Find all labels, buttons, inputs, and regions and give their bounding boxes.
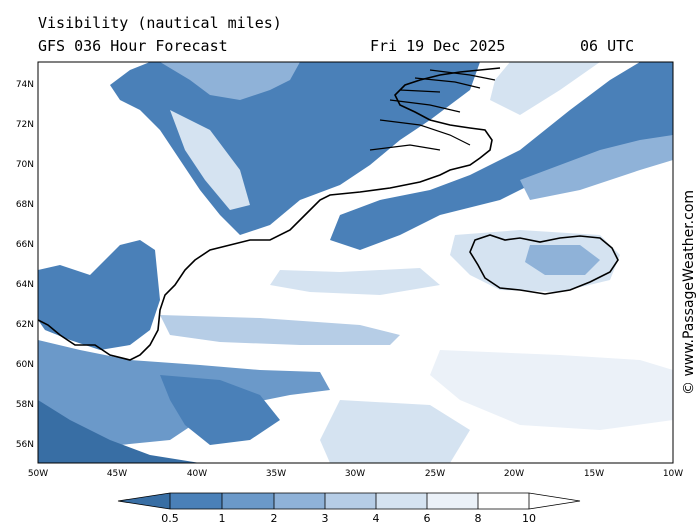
lat-tick-label: 64N <box>16 280 34 290</box>
lon-tick-label: 15W <box>584 469 604 479</box>
lat-tick-label: 60N <box>16 360 34 370</box>
medium-patch-iceland <box>525 245 600 275</box>
forecast-label: GFS 036 Hour Forecast <box>38 37 228 55</box>
visibility-fields <box>38 62 673 463</box>
legend-swatch <box>325 493 376 509</box>
legend-label: 8 <box>475 512 482 525</box>
lon-tick-label: 40W <box>187 469 207 479</box>
lat-tick-label: 56N <box>16 440 34 450</box>
lat-tick-label: 58N <box>16 400 34 410</box>
lon-tick-label: 35W <box>266 469 286 479</box>
legend-label: 6 <box>424 512 431 525</box>
lon-tick-label: 20W <box>504 469 524 479</box>
greenland-east-fjords <box>369 69 496 151</box>
legend-label: 1 <box>219 512 226 525</box>
low-visibility-region-labrador <box>38 240 160 350</box>
light-band-southeast <box>430 350 673 430</box>
light-band-central <box>270 268 440 295</box>
legend-label: 2 <box>271 512 278 525</box>
legend-label: 0.5 <box>161 512 179 525</box>
legend-swatch <box>529 493 580 509</box>
lat-tick-label: 72N <box>16 120 34 130</box>
legend-label: 3 <box>322 512 329 525</box>
light-area-greenland-interior <box>170 110 250 210</box>
legend-swatch <box>478 493 529 509</box>
legend-swatch <box>118 493 170 509</box>
lon-tick-label: 50W <box>28 469 48 479</box>
longitude-axis: 50W 45W 40W 35W 30W 25W 20W 15W 10W <box>28 469 683 479</box>
legend-colorbar: 0.5 1 2 3 4 6 8 10 <box>117 492 581 525</box>
legend-swatch <box>222 493 274 509</box>
lon-tick-label: 25W <box>425 469 445 479</box>
legend-swatch <box>376 493 427 509</box>
medium-visibility-east <box>520 135 673 200</box>
legend-swatch <box>274 493 325 509</box>
greenland-coastline <box>38 67 501 361</box>
lon-tick-label: 10W <box>663 469 683 479</box>
medium-visibility-north <box>160 62 300 100</box>
lat-tick-label: 68N <box>16 200 34 210</box>
lat-tick-label: 62N <box>16 320 34 330</box>
legend-swatch <box>427 493 478 509</box>
credit-text: © www.PassageWeather.com <box>681 189 697 395</box>
iceland-coastline <box>469 234 619 295</box>
light-band-atlantic <box>160 315 400 345</box>
lat-tick-label: 66N <box>16 240 34 250</box>
latitude-axis: 74N 72N 70N 68N 66N 64N 62N 60N 58N 56N <box>16 80 34 450</box>
lat-tick-label: 70N <box>16 160 34 170</box>
light-patch-south <box>320 400 470 463</box>
map-title: Visibility (nautical miles) <box>38 14 282 32</box>
map-frame <box>37 61 674 464</box>
forecast-time: 06 UTC <box>580 37 635 55</box>
legend-label: 4 <box>373 512 380 525</box>
lon-tick-label: 45W <box>107 469 127 479</box>
lat-tick-label: 74N <box>16 80 34 90</box>
low-visibility-region-north <box>110 62 480 235</box>
low-visibility-central-south <box>160 375 280 445</box>
legend-label: 10 <box>522 512 536 525</box>
light-area-northeast <box>490 62 600 115</box>
legend-swatch <box>170 493 222 509</box>
low-visibility-south <box>38 400 200 463</box>
lon-tick-label: 30W <box>345 469 365 479</box>
forecast-date: Fri 19 Dec 2025 <box>370 37 506 55</box>
low-visibility-region-east <box>330 62 673 250</box>
